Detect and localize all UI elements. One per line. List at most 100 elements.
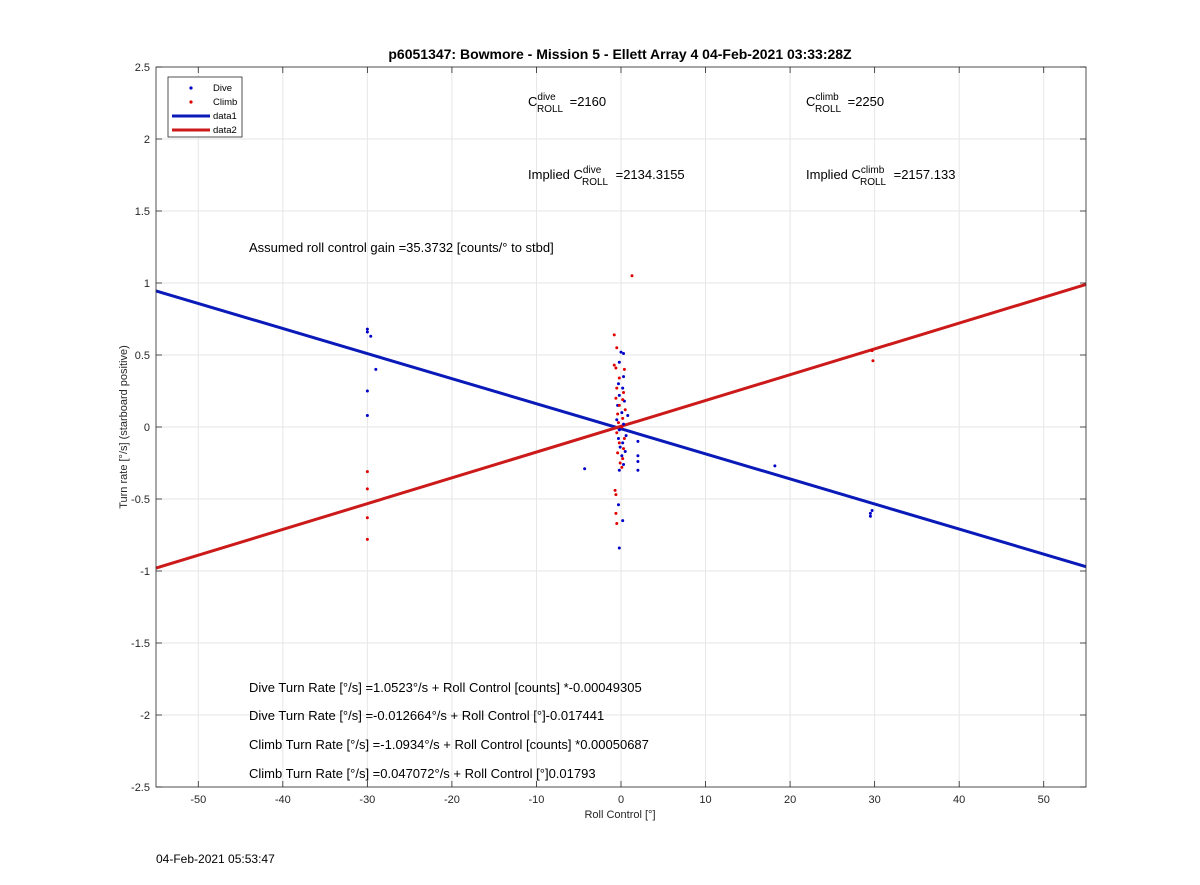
data-points: [365, 274, 875, 550]
data-point-climb: [616, 451, 620, 455]
data-point-dive: [870, 509, 874, 513]
data-point-climb: [617, 403, 621, 407]
data-point-climb: [615, 431, 619, 435]
annotation-c-dive: Cdive ROLL =2160: [528, 92, 606, 115]
fit-line-data1: [155, 289, 1087, 569]
x-tick-label: -10: [529, 794, 545, 806]
data-point-climb: [613, 488, 617, 492]
data-point-dive: [636, 468, 640, 472]
data-point-dive: [617, 428, 621, 432]
ticks: -50 -40 -30 -20 -10 0 10 20 30 40 50 2.5 2 1.5 1 0.5 0 -0…: [131, 62, 1086, 806]
annotation-c-climb: Cclimb ROLL =2250: [806, 92, 884, 115]
x-tick-label: 20: [784, 794, 796, 806]
chart-title: p6051347: Bowmore - Mission 5 - Ellett A…: [388, 46, 852, 62]
annotation-eq1: Dive Turn Rate [°/s] =1.0523°/s + Roll C…: [249, 680, 642, 695]
data-point-climb: [617, 376, 621, 380]
x-tick-label: 30: [869, 794, 881, 806]
data-point-climb: [614, 493, 618, 497]
data-point-climb: [622, 447, 626, 451]
data-point-dive: [622, 462, 626, 466]
data-point-dive: [365, 389, 369, 393]
data-point-dive: [617, 468, 621, 472]
y-tick-label: -1.5: [131, 638, 150, 650]
legend: Dive Climb data1 data2: [167, 76, 243, 138]
legend-marker-dive: [189, 86, 193, 90]
y-tick-label: -2.5: [131, 782, 150, 794]
y-tick-label: -2: [140, 710, 150, 722]
y-tick-label: 2.5: [135, 62, 150, 74]
y-tick-label: 1: [144, 278, 150, 290]
x-axis-label: Roll Control [°]: [584, 809, 655, 821]
data-point-dive: [621, 386, 625, 390]
x-tick-label: 0: [618, 794, 624, 806]
data-point-climb: [615, 346, 619, 350]
data-point-dive: [622, 375, 626, 379]
y-tick-label: 2: [144, 134, 150, 146]
annotation-implied-dive: Implied Cdive ROLL =2134.3155: [528, 165, 685, 188]
data-point-climb: [614, 396, 618, 400]
data-point-climb: [615, 386, 619, 390]
data-point-climb: [870, 349, 874, 353]
data-point-dive: [617, 360, 621, 364]
data-point-climb: [365, 537, 369, 541]
data-point-dive: [583, 467, 587, 471]
data-point-dive: [773, 464, 777, 468]
data-point-dive: [868, 514, 872, 518]
legend-label-climb: Climb: [213, 97, 237, 108]
annotation-implied-climb: Implied Cclimb ROLL =2157.133: [806, 165, 955, 188]
data-point-dive: [622, 352, 626, 356]
data-point-climb: [614, 366, 618, 370]
data-point-dive: [365, 413, 369, 417]
data-point-climb: [365, 487, 369, 491]
legend-marker-climb: [189, 100, 193, 104]
x-tick-label: 50: [1038, 794, 1050, 806]
data-point-dive: [636, 439, 640, 443]
data-point-climb: [622, 437, 626, 441]
data-point-dive: [369, 334, 373, 338]
data-point-climb: [621, 398, 625, 402]
data-point-dive: [374, 367, 378, 371]
data-point-dive: [626, 413, 630, 417]
data-point-dive: [621, 519, 625, 523]
data-point-climb: [612, 333, 616, 337]
data-point-climb: [617, 441, 621, 445]
data-point-dive: [620, 454, 624, 458]
data-point-climb: [622, 390, 626, 394]
y-tick-label: 0: [144, 422, 150, 434]
data-point-dive: [616, 437, 620, 441]
data-point-dive: [621, 441, 625, 445]
data-point-climb: [623, 408, 627, 412]
legend-label-dive: Dive: [213, 83, 232, 94]
data-point-dive: [616, 382, 620, 386]
data-point-climb: [616, 412, 620, 416]
data-point-dive: [624, 434, 628, 438]
data-point-climb: [630, 274, 634, 278]
x-tick-label: -50: [190, 794, 206, 806]
data-point-climb: [622, 367, 626, 371]
legend-label-data2: data2: [213, 125, 237, 136]
data-point-dive: [868, 511, 872, 515]
data-point-dive: [622, 422, 626, 426]
data-point-dive: [623, 449, 627, 453]
y-axis-label: Turn rate [°/s] (starboard positive): [118, 345, 130, 509]
footer-timestamp: 04-Feb-2021 05:53:47: [156, 852, 275, 866]
data-point-dive: [617, 393, 621, 397]
annotation-eq3: Climb Turn Rate [°/s] =-1.0934°/s + Roll…: [249, 737, 649, 752]
data-point-climb: [365, 516, 369, 520]
y-tick-label: 1.5: [135, 206, 150, 218]
data-point-dive: [617, 546, 621, 550]
annotation-gain: Assumed roll control gain =35.3732 [coun…: [249, 240, 554, 255]
data-point-dive: [616, 503, 620, 507]
x-tick-label: -20: [444, 794, 460, 806]
annotation-eq4: Climb Turn Rate [°/s] =0.047072°/s + Rol…: [249, 766, 596, 781]
data-point-climb: [365, 470, 369, 474]
x-tick-label: -30: [359, 794, 375, 806]
data-point-dive: [365, 330, 369, 334]
data-point-climb: [612, 363, 616, 367]
data-point-climb: [615, 521, 619, 525]
y-tick-label: -1: [140, 566, 150, 578]
y-tick-label: 0.5: [135, 350, 150, 362]
data-point-dive: [636, 460, 640, 464]
data-point-dive: [636, 454, 640, 458]
